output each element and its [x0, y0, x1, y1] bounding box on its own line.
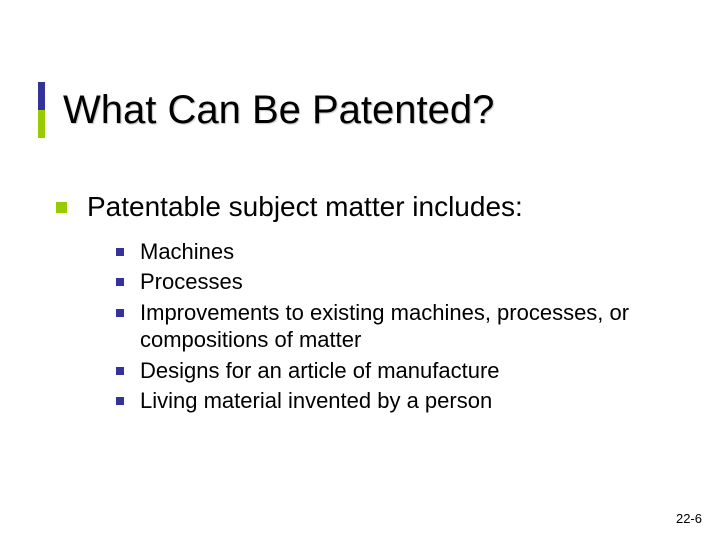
accent-bar-top: [38, 82, 45, 110]
list-item-level2: Improvements to existing machines, proce…: [116, 299, 680, 354]
square-bullet-icon: [116, 278, 124, 286]
list-item-level1-text: Patentable subject matter includes:: [87, 190, 523, 224]
square-bullet-icon: [116, 309, 124, 317]
list-item-level2: Processes: [116, 268, 680, 296]
square-bullet-icon: [116, 248, 124, 256]
list-item-level1: Patentable subject matter includes:: [56, 190, 680, 224]
page-number: 22-6: [676, 511, 702, 526]
list-item-level2: Machines: [116, 238, 680, 266]
list-item-level2-text: Living material invented by a person: [140, 387, 492, 415]
list-item-level2-text: Improvements to existing machines, proce…: [140, 299, 640, 354]
list-item-level2-text: Processes: [140, 268, 243, 296]
slide: What Can Be Patented? Patentable subject…: [0, 0, 720, 540]
list-item-level2: Living material invented by a person: [116, 387, 680, 415]
square-bullet-icon: [56, 202, 67, 213]
list-item-level2: Designs for an article of manufacture: [116, 357, 680, 385]
content-area: Patentable subject matter includes: Mach…: [56, 190, 680, 418]
slide-title: What Can Be Patented?: [63, 82, 494, 138]
title-block: What Can Be Patented?: [38, 82, 494, 138]
list-item-level2-text: Machines: [140, 238, 234, 266]
sublist: Machines Processes Improvements to exist…: [116, 238, 680, 415]
square-bullet-icon: [116, 397, 124, 405]
accent-bar-bottom: [38, 110, 45, 138]
list-item-level2-text: Designs for an article of manufacture: [140, 357, 500, 385]
square-bullet-icon: [116, 367, 124, 375]
title-accent-bar: [38, 82, 45, 138]
